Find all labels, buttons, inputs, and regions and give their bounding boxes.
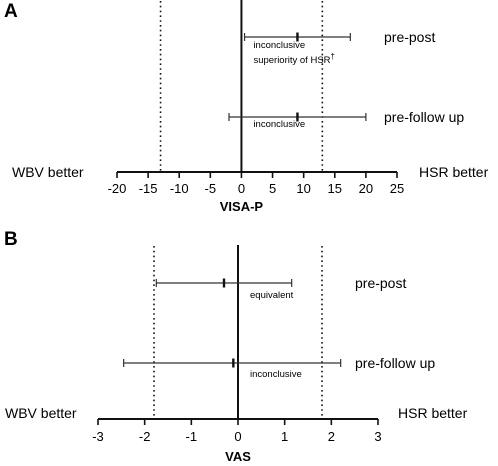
left-side-label: WBV better <box>5 405 77 421</box>
row-label: pre-follow up <box>384 109 464 125</box>
row-label: pre-follow up <box>355 355 435 371</box>
annotation-label: inconclusive <box>253 40 305 51</box>
x-tick-label: 1 <box>281 429 288 444</box>
annotation-label: inconclusive <box>253 119 305 130</box>
right-side-label: HSR better <box>419 164 489 180</box>
panel-b: B -3 -2 -1 0 1 2 3 VAS WBV better HSR better pre-po… <box>4 229 468 464</box>
panel-a: A -20 -15 -10 -5 0 5 10 15 20 25 VISA-P WBV better HS… <box>4 0 489 214</box>
x-tick-label: -1 <box>186 429 198 444</box>
panel-letter: A <box>4 1 18 22</box>
x-tick-label: 10 <box>296 181 310 196</box>
row-label: pre-post <box>355 275 406 291</box>
left-side-label: WBV better <box>12 164 84 180</box>
dagger-mark: † <box>331 52 335 61</box>
row-label: pre-post <box>384 29 435 45</box>
annotation-label: inconclusive <box>250 369 302 380</box>
annotation-text: superiority of HSR <box>253 55 330 66</box>
x-tick-label: -10 <box>170 181 189 196</box>
x-tick-label: 3 <box>374 429 381 444</box>
x-tick-label: 0 <box>238 181 245 196</box>
annotation-label-2: superiority of HSR† <box>253 52 335 66</box>
x-tick-label: 15 <box>328 181 342 196</box>
x-tick-label: -15 <box>139 181 158 196</box>
x-axis-title: VAS <box>225 449 251 464</box>
x-tick-label: 25 <box>390 181 404 196</box>
x-tick-label: 2 <box>328 429 335 444</box>
x-tick-label: 20 <box>359 181 373 196</box>
x-tick-label: -3 <box>92 429 104 444</box>
x-tick-label: 0 <box>234 429 241 444</box>
x-tick-label: -20 <box>108 181 127 196</box>
x-tick-label: -5 <box>205 181 217 196</box>
annotation-label: equivalent <box>250 290 294 301</box>
x-tick-label: -2 <box>139 429 151 444</box>
right-side-label: HSR better <box>398 405 468 421</box>
x-axis-title: VISA-P <box>220 199 264 214</box>
panel-letter: B <box>4 229 18 250</box>
x-tick-label: 5 <box>269 181 276 196</box>
